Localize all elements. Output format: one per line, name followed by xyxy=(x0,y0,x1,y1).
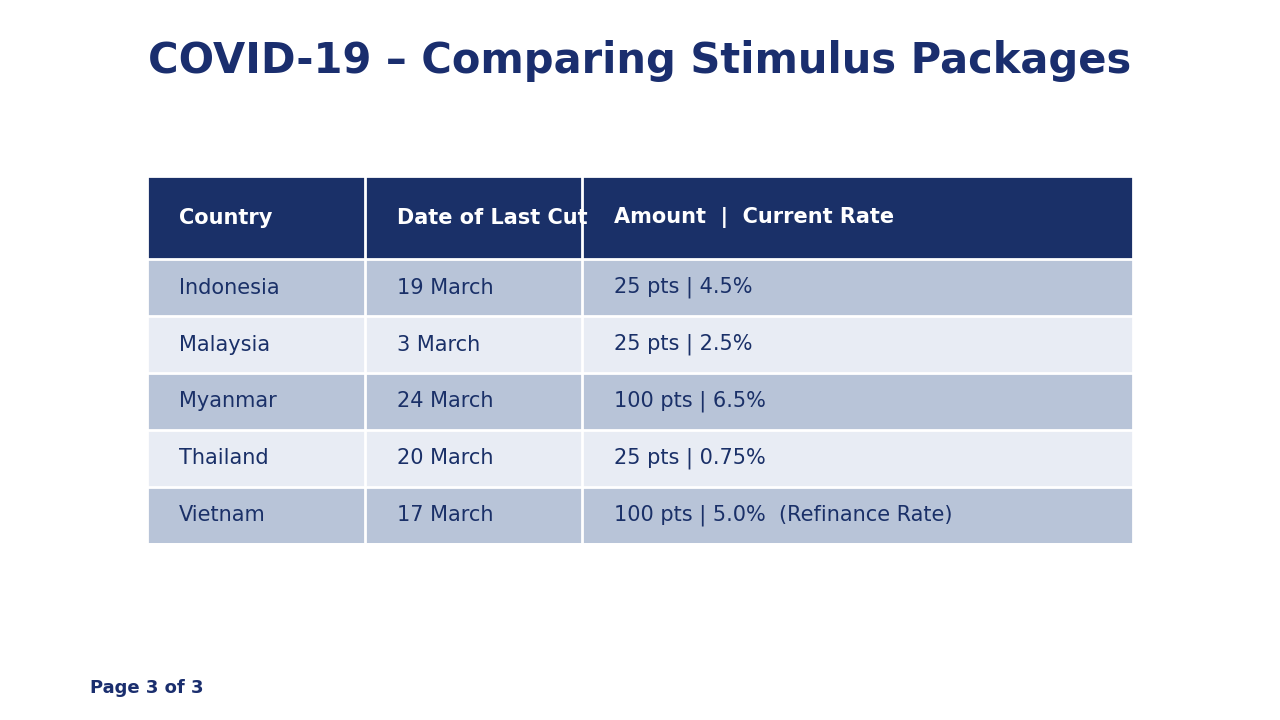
Text: Malaysia: Malaysia xyxy=(179,335,270,354)
Text: Indonesia: Indonesia xyxy=(179,278,280,297)
Bar xyxy=(147,176,1133,259)
Text: 17 March: 17 March xyxy=(397,505,493,525)
Text: 25 pts | 0.75%: 25 pts | 0.75% xyxy=(614,448,767,469)
Bar xyxy=(147,259,1133,316)
Text: 19 March: 19 March xyxy=(397,278,493,297)
Text: 25 pts | 4.5%: 25 pts | 4.5% xyxy=(614,277,753,298)
Text: Amount  |  Current Rate: Amount | Current Rate xyxy=(614,207,895,228)
Bar xyxy=(147,176,1133,544)
Text: Thailand: Thailand xyxy=(179,449,269,468)
Bar xyxy=(147,373,1133,430)
Text: Page 3 of 3: Page 3 of 3 xyxy=(90,678,204,697)
Bar xyxy=(147,430,1133,487)
Text: Date of Last Cut: Date of Last Cut xyxy=(397,208,588,228)
Text: Vietnam: Vietnam xyxy=(179,505,266,525)
Text: Country: Country xyxy=(179,208,273,228)
Text: 100 pts | 6.5%: 100 pts | 6.5% xyxy=(614,391,767,412)
Text: 24 March: 24 March xyxy=(397,392,493,411)
Bar xyxy=(147,487,1133,544)
Text: 25 pts | 2.5%: 25 pts | 2.5% xyxy=(614,334,753,355)
Bar xyxy=(147,316,1133,373)
Text: 3 March: 3 March xyxy=(397,335,480,354)
Text: 100 pts | 5.0%  (Refinance Rate): 100 pts | 5.0% (Refinance Rate) xyxy=(614,505,952,526)
Text: COVID-19 – Comparing Stimulus Packages: COVID-19 – Comparing Stimulus Packages xyxy=(148,40,1132,82)
Text: Myanmar: Myanmar xyxy=(179,392,276,411)
Text: 20 March: 20 March xyxy=(397,449,493,468)
